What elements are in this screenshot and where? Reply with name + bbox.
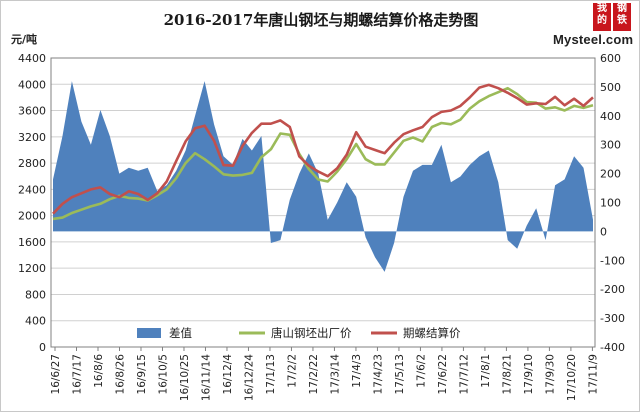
series-line-期螺结算价	[52, 83, 594, 215]
y-right-tick-label: -100	[600, 254, 625, 267]
x-tick-label: 16/10/25	[179, 354, 191, 401]
x-tick-label: 16/8/6	[93, 354, 105, 388]
x-tick-label: 16/9/15	[136, 354, 148, 394]
x-tick-label: 17/4/3	[351, 354, 363, 388]
x-tick-label: 16/7/17	[71, 354, 83, 394]
x-tick-label: 17/4/23	[372, 354, 384, 394]
y-left-tick-label: 2800	[18, 157, 46, 170]
x-tick-label: 16/12/24	[243, 354, 255, 401]
x-tick-label: 17/5/13	[394, 354, 406, 394]
y-left-tick-label: 3600	[18, 105, 46, 118]
line-layer	[52, 83, 594, 221]
y-right-tick-label: -400	[600, 341, 625, 354]
y-left-tick-label: 0	[39, 341, 46, 354]
x-tick-label: 17/11/9	[587, 354, 599, 394]
x-tick-label: 17/2/22	[308, 354, 320, 394]
x-tick-label: 16/8/26	[114, 354, 126, 395]
x-tick-label: 16/10/5	[157, 354, 169, 394]
y-left-tick-label: 3200	[18, 131, 46, 144]
y-left-tick-label: 1200	[18, 262, 46, 275]
y-left-tick-label: 4000	[18, 78, 46, 91]
x-tick-label: 17/10/20	[566, 354, 578, 401]
legend-label: 唐山钢坯出厂价	[271, 326, 352, 340]
logo-glyph-2: 钢铁	[613, 3, 631, 31]
y-right-tick-label: 100	[600, 197, 621, 210]
y-left-tick-label: 400	[25, 315, 46, 328]
x-tick-label: 17/8/21	[501, 354, 513, 394]
legend-layer: 差值 唐山钢坯出厂价 期螺结算价	[137, 326, 461, 340]
axis-layer: 0400800120016002000240028003200360040004…	[18, 52, 625, 401]
series-area-差值	[53, 81, 593, 272]
chart-title: 2016-2017年唐山钢坯与期螺结算价格走势图	[163, 11, 479, 29]
y-right-tick-label: -300	[600, 312, 625, 325]
y-axis-unit-label: 元/吨	[11, 33, 38, 46]
x-tick-label: 16/6/27	[50, 354, 62, 394]
legend-swatch-diff	[137, 328, 161, 338]
legend-label: 期螺结算价	[403, 326, 461, 340]
x-tick-label: 16/12/4	[222, 354, 234, 395]
y-left-tick-label: 2400	[18, 183, 46, 196]
logo-wordmark: Mysteel.com	[553, 32, 634, 47]
x-tick-label: 17/9/30	[544, 354, 556, 394]
y-left-tick-label: 2000	[18, 210, 46, 223]
y-right-tick-label: 600	[600, 52, 621, 65]
y-left-tick-label: 1600	[18, 236, 46, 249]
logo-glyph-1: 我的	[593, 3, 611, 31]
x-tick-label: 17/8/1	[480, 354, 492, 388]
area-layer	[53, 81, 593, 272]
y-right-tick-label: 400	[600, 110, 621, 123]
x-tick-label: 17/9/10	[523, 354, 535, 394]
y-right-tick-label: 0	[600, 225, 607, 238]
legend-label: 差值	[169, 326, 192, 340]
plot-frame	[50, 57, 596, 348]
y-right-tick-label: -200	[600, 283, 625, 296]
y-left-tick-label: 4400	[18, 52, 46, 65]
y-right-tick-label: 500	[600, 81, 621, 94]
x-tick-label: 17/6/22	[437, 354, 449, 394]
y-left-tick-label: 800	[25, 288, 46, 301]
y-right-tick-label: 200	[600, 168, 621, 181]
x-tick-label: 17/7/12	[458, 354, 470, 394]
x-tick-label: 17/2/2	[286, 354, 298, 388]
y-right-tick-label: 300	[600, 139, 621, 152]
x-tick-label: 17/3/14	[329, 354, 341, 395]
x-tick-label: 16/11/14	[200, 354, 212, 401]
x-tick-label: 17/6/2	[415, 354, 427, 388]
x-tick-label: 17/1/13	[265, 354, 277, 394]
mysteel-logo: 我的 钢铁 Mysteel.com	[553, 3, 633, 47]
